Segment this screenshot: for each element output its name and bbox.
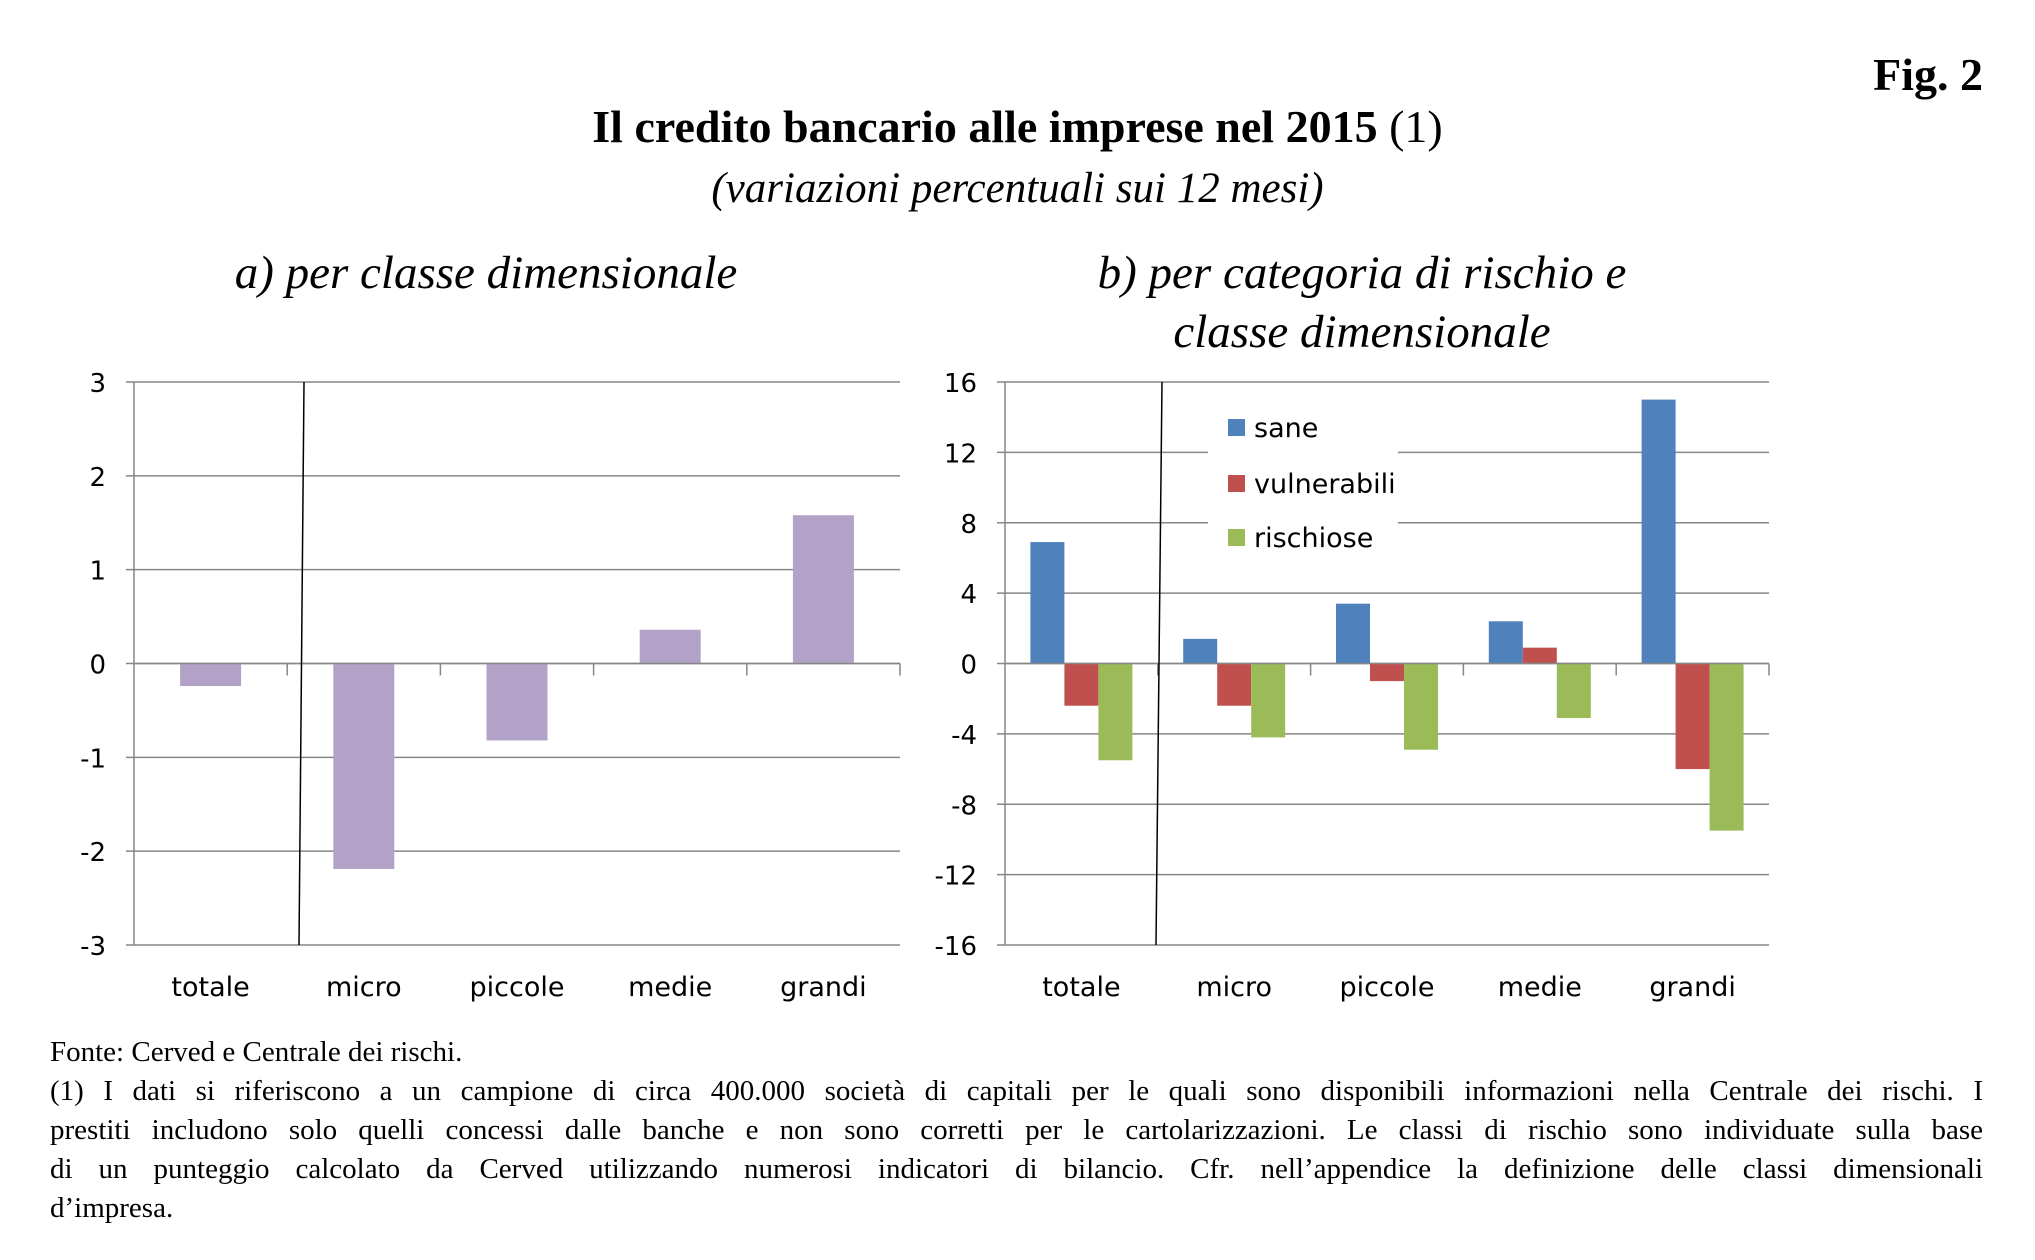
footnote-line: prestiti includono solo quelli concessi … bbox=[50, 1114, 1983, 1146]
a-y-tick-label: 0 bbox=[89, 651, 106, 681]
b-bar-rischiose-totale bbox=[1098, 663, 1133, 761]
panel-b-title: b) per categoria di rischio e classe dim… bbox=[1012, 244, 1712, 362]
a-y-tick-label: -2 bbox=[80, 838, 106, 868]
footnote-line: (1) I dati si riferiscono a un campione … bbox=[50, 1075, 1983, 1107]
a-category-label: totale bbox=[171, 972, 249, 1003]
legend-swatch-rischiose bbox=[1228, 529, 1245, 546]
a-y-tick-label: 1 bbox=[89, 557, 106, 587]
b-y-tick-label: 4 bbox=[960, 580, 977, 610]
b-bar-rischiose-grandi bbox=[1709, 663, 1744, 831]
panel-b-title-line1: b) per categoria di rischio e bbox=[1097, 247, 1627, 299]
a-y-tick-label: -3 bbox=[80, 932, 106, 962]
legend-label-rischiose: rischiose bbox=[1254, 523, 1373, 554]
chart-subtitle: (variazioni percentuali sui 12 mesi) bbox=[711, 165, 1324, 212]
b-category-label: grandi bbox=[1649, 972, 1736, 1003]
b-bar-rischiose-micro bbox=[1251, 663, 1286, 738]
b-separator-line bbox=[1155, 381, 1163, 946]
b-bar-vulnerabili-micro bbox=[1217, 663, 1252, 706]
figure-label: Fig. 2 bbox=[1873, 49, 1983, 100]
b-bar-rischiose-medie bbox=[1556, 663, 1591, 719]
b-bar-vulnerabili-grandi bbox=[1675, 663, 1710, 770]
a-y-tick-label: 2 bbox=[89, 463, 106, 493]
legend-label-vulnerabili: vulnerabili bbox=[1254, 469, 1396, 500]
a-category-label: piccole bbox=[470, 972, 565, 1003]
b-category-label: medie bbox=[1498, 972, 1582, 1003]
b-y-tick-label: -16 bbox=[935, 932, 977, 962]
b-y-tick-label: -4 bbox=[951, 721, 977, 751]
a-separator-line bbox=[298, 381, 305, 946]
b-bar-sane-totale bbox=[1030, 542, 1065, 664]
b-y-tick-label: -12 bbox=[935, 862, 977, 892]
b-bar-vulnerabili-medie bbox=[1522, 647, 1557, 664]
a-bar-medie bbox=[639, 629, 701, 664]
legend-swatch-sane bbox=[1228, 419, 1245, 436]
b-bar-sane-piccole bbox=[1336, 603, 1370, 664]
b-y-tick-label: 16 bbox=[944, 369, 977, 399]
b-category-label: micro bbox=[1196, 972, 1272, 1003]
b-bar-sane-micro bbox=[1183, 638, 1218, 664]
a-bar-totale bbox=[180, 663, 242, 687]
b-category-label: totale bbox=[1042, 972, 1120, 1003]
footnotes: Fonte: Cerved e Centrale dei rischi. (1)… bbox=[50, 1033, 1983, 1228]
footnote-line: di un punteggio calcolato da Cerved util… bbox=[50, 1153, 1983, 1185]
b-bar-sane-grandi bbox=[1641, 399, 1676, 664]
chart-title: Il credito bancario alle imprese nel 201… bbox=[0, 100, 2035, 153]
a-y-tick-label: -1 bbox=[80, 744, 106, 774]
panel-a-title: a) per classe dimensionale bbox=[234, 247, 738, 299]
source-note: Fonte: Cerved e Centrale dei rischi. bbox=[50, 1036, 463, 1068]
b-y-tick-label: 8 bbox=[960, 510, 977, 540]
b-y-tick-label: 12 bbox=[944, 439, 977, 469]
b-y-tick-label: -8 bbox=[951, 791, 977, 821]
b-y-tick-label: 0 bbox=[960, 651, 977, 681]
panel-b-title-line2: classe dimensionale bbox=[1173, 306, 1551, 358]
legend-swatch-vulnerabili bbox=[1228, 475, 1245, 492]
a-bar-piccole bbox=[486, 663, 548, 741]
b-category-label: piccole bbox=[1340, 972, 1435, 1003]
a-category-label: medie bbox=[628, 972, 712, 1003]
footnote-line: d’impresa. bbox=[50, 1192, 174, 1224]
a-bar-grandi bbox=[792, 515, 854, 664]
b-bar-sane-medie bbox=[1488, 621, 1523, 664]
a-category-label: grandi bbox=[780, 972, 867, 1003]
a-y-tick-label: 3 bbox=[89, 369, 106, 399]
b-bar-rischiose-piccole bbox=[1404, 663, 1438, 750]
b-bar-vulnerabili-totale bbox=[1064, 663, 1099, 706]
b-bar-vulnerabili-piccole bbox=[1370, 663, 1404, 682]
a-bar-micro bbox=[333, 663, 395, 869]
title-note: (1) bbox=[1389, 101, 1443, 152]
title-text: Il credito bancario alle imprese nel 201… bbox=[592, 101, 1378, 152]
legend-label-sane: sane bbox=[1254, 413, 1318, 444]
a-category-label: micro bbox=[326, 972, 402, 1003]
